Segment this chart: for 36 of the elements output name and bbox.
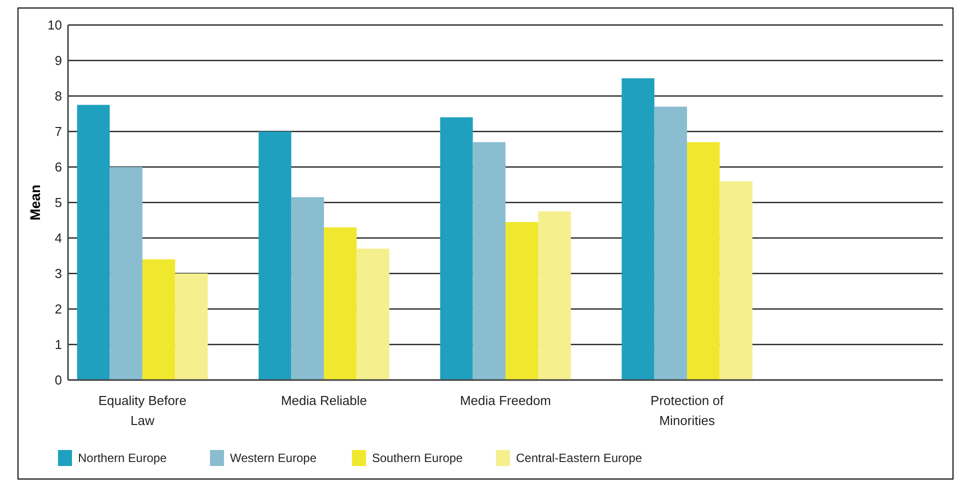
- y-tick-label: 2: [54, 302, 62, 317]
- y-tick-label: 7: [54, 124, 62, 140]
- bar: [472, 142, 506, 380]
- bar: [291, 197, 324, 380]
- x-tick-label: Media Reliable: [280, 393, 367, 408]
- bar: [142, 259, 176, 380]
- y-tick-label: 8: [54, 88, 62, 104]
- legend-label: Southern Europe: [372, 451, 464, 466]
- bar: [110, 167, 142, 380]
- y-tick-label: 3: [54, 266, 62, 282]
- bar: [687, 142, 720, 380]
- bar: [538, 211, 571, 380]
- bar: [440, 117, 473, 380]
- bar: [77, 104, 110, 380]
- y-axis-title: Mean: [27, 184, 43, 220]
- x-tick-label: Equality Before Law: [98, 393, 187, 428]
- legend-label: Central-Eastern Europe: [516, 451, 642, 466]
- legend-label: Western Europe: [230, 451, 317, 466]
- y-tick-label: 9: [54, 53, 62, 68]
- y-tick-label: 10: [48, 18, 62, 33]
- bar: [356, 248, 390, 380]
- bar: [720, 181, 752, 380]
- y-tick-label: 1: [54, 337, 62, 352]
- y-tick-label: 4: [54, 230, 62, 246]
- bar: [324, 227, 357, 380]
- y-tick-label: 6: [54, 160, 62, 175]
- bar: [654, 106, 688, 380]
- x-tick-label: Protection of Minorities: [650, 393, 724, 428]
- bar: [258, 132, 292, 380]
- bar: [622, 78, 654, 380]
- y-tick-label: 5: [54, 195, 62, 210]
- x-tick-label: Media Freedom: [460, 393, 552, 408]
- legend-label: Northern Europe: [78, 451, 168, 466]
- y-tick-label: 0: [54, 372, 62, 388]
- bar: [506, 222, 538, 380]
- bar: [175, 274, 208, 380]
